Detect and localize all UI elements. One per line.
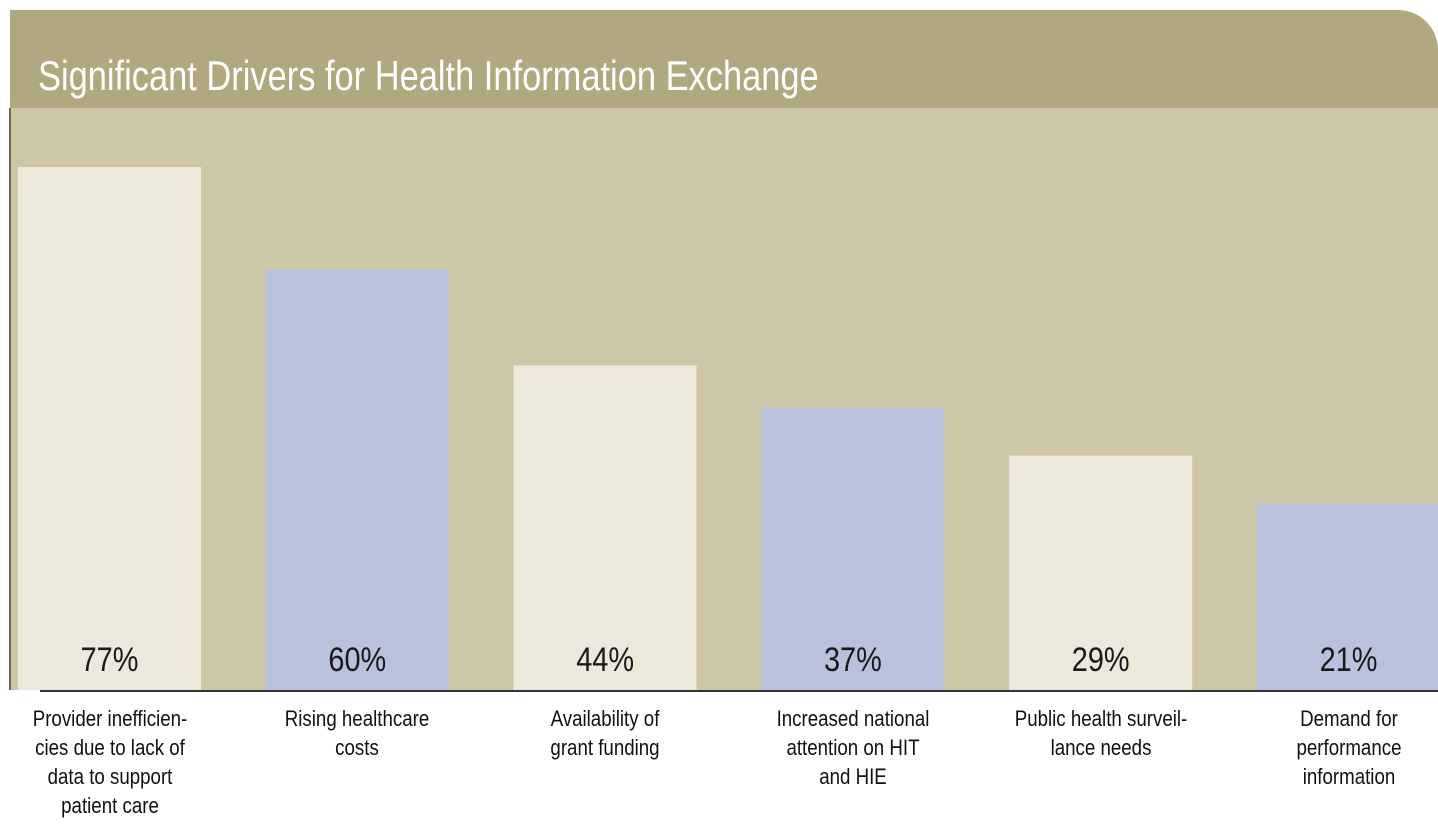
bar [1257, 503, 1438, 690]
category-label: Rising healthcare costs [285, 706, 430, 760]
value-label: 44% [576, 640, 634, 679]
header-band [10, 10, 1438, 108]
value-label: 37% [824, 640, 882, 679]
value-label: 60% [328, 640, 386, 679]
category-label: Increased national attention on HIT and … [776, 706, 930, 789]
chart-title: Significant Drivers for Health Informati… [38, 53, 819, 100]
value-label-group: 21% [1320, 640, 1378, 679]
bar [761, 407, 945, 690]
title-group: Significant Drivers for Health Informati… [38, 53, 819, 100]
plot-background [10, 108, 1438, 690]
bars: 77% 60% 44% 37% 29% 21% [18, 167, 1438, 691]
value-label-group: 29% [1072, 640, 1130, 679]
category-label: Public health surveil- lance needs [1014, 706, 1187, 760]
bar [513, 365, 697, 690]
value-label-group: 77% [81, 640, 139, 679]
bar [265, 269, 449, 690]
value-label-group: 37% [824, 640, 882, 679]
value-label-group: 44% [576, 640, 634, 679]
value-label: 21% [1320, 640, 1378, 679]
bar [1009, 455, 1193, 690]
value-label: 29% [1072, 640, 1130, 679]
bar [18, 167, 201, 691]
value-label: 77% [81, 640, 139, 679]
category-label: Provider inefficien- cies due to lack of… [32, 706, 187, 818]
category-label: Availability of grant funding [550, 706, 660, 760]
value-label-group: 60% [328, 640, 386, 679]
category-label: Demand for performance information [1295, 706, 1401, 789]
